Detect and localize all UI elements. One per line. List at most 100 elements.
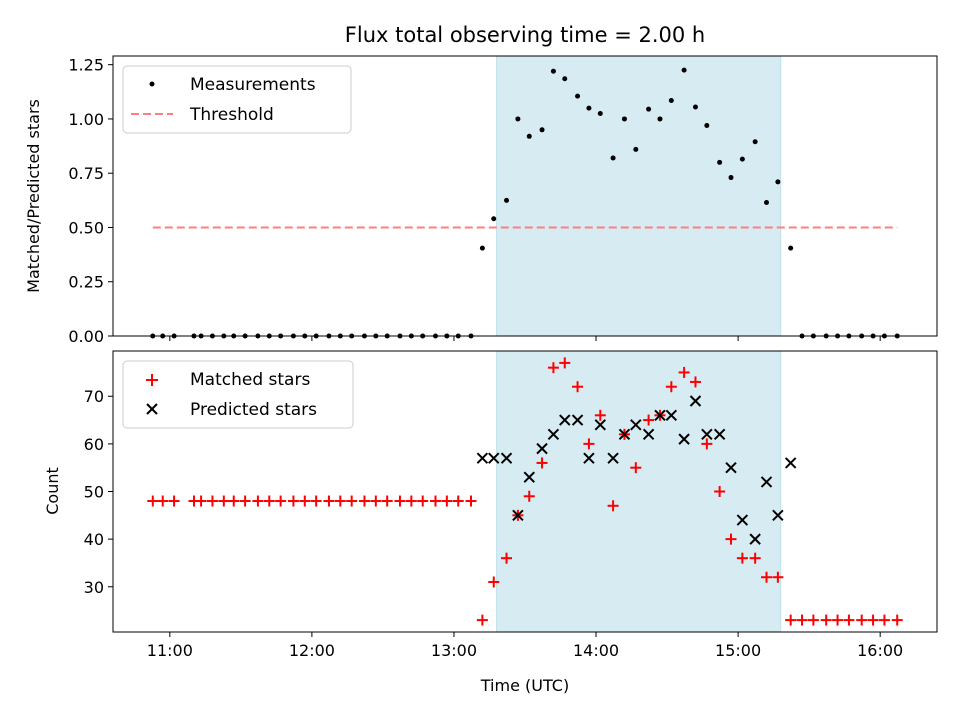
predicted-star-point <box>488 452 500 464</box>
predicted-star-point <box>618 428 631 441</box>
measurement-point <box>704 122 710 128</box>
top-panel: 0.00 0.25 0.50 0.75 1.00 1.25 Matched/Predict… <box>24 55 938 346</box>
measurement-point <box>646 106 652 112</box>
y-tick-label: 60 <box>84 435 104 454</box>
predicted-star-point <box>559 414 571 426</box>
legend-measurements-label: Measurements <box>190 75 316 95</box>
y-tick-label: 1.25 <box>68 56 104 75</box>
y-tick-label: 0.00 <box>68 327 104 346</box>
matched-star-point <box>807 614 819 626</box>
matched-star-point <box>476 614 488 626</box>
matched-star-point <box>275 495 287 507</box>
bottom-y-axis-label: Count <box>43 467 62 515</box>
matched-star-point <box>736 552 748 564</box>
matched-star-point <box>583 438 595 450</box>
matched-star-point <box>796 614 808 626</box>
matched-star-point <box>725 533 737 545</box>
matched-star-point <box>523 490 535 502</box>
measurement-point <box>539 127 545 133</box>
measurement-point <box>550 68 556 74</box>
matched-star-point <box>370 495 382 507</box>
measurement-point <box>764 200 770 206</box>
matched-star-point <box>206 495 218 507</box>
matched-star-point <box>761 571 773 583</box>
matched-star-point <box>195 495 207 507</box>
x-tick-label: 11:00 <box>147 641 193 660</box>
predicted-star-point <box>571 414 584 426</box>
predicted-stars-points <box>476 395 797 545</box>
matched-star-point <box>334 495 346 507</box>
matched-star-point <box>665 381 677 393</box>
matched-star-point <box>559 357 571 369</box>
measurement-point <box>621 116 627 122</box>
y-tick-label: 0.50 <box>68 218 104 237</box>
measurement-point <box>575 93 581 99</box>
matched-star-point <box>749 552 761 564</box>
matched-star-point <box>168 495 180 507</box>
predicted-star-point <box>512 509 524 522</box>
measurement-point <box>752 139 758 145</box>
predicted-star-point <box>583 452 595 464</box>
matched-star-point <box>228 495 240 507</box>
measurement-point <box>728 175 734 181</box>
matched-star-point <box>252 495 264 507</box>
matched-star-point <box>323 495 335 507</box>
top-axes-frame <box>112 55 938 337</box>
measurement-point <box>504 197 510 203</box>
matched-star-point <box>441 495 453 507</box>
matched-star-point <box>346 495 358 507</box>
predicted-star-point <box>749 533 761 545</box>
measurement-point <box>668 97 674 103</box>
x-tick-label: 13:00 <box>431 641 477 660</box>
predicted-star-point <box>547 428 560 441</box>
matched-star-point <box>689 376 701 388</box>
legend-matched-marker <box>146 374 158 386</box>
predicted-star-point <box>654 409 666 422</box>
matched-star-point <box>643 414 655 426</box>
y-tick-label: 40 <box>84 530 104 549</box>
matched-star-point <box>867 614 879 626</box>
measurement-point <box>717 159 723 165</box>
matched-star-point <box>147 495 159 507</box>
legend-predicted-label: Predicted stars <box>190 400 317 420</box>
y-tick-label: 50 <box>84 483 104 502</box>
x-axis-label: Time (UTC) <box>480 676 569 695</box>
matched-star-point <box>772 571 784 583</box>
matched-star-point <box>405 495 417 507</box>
bottom-y-ticks: 30 40 50 60 70 <box>84 387 113 597</box>
matched-star-point <box>678 366 690 378</box>
matched-star-point <box>218 495 230 507</box>
measurement-point <box>775 179 781 185</box>
measurement-point <box>681 67 687 73</box>
measurement-point <box>657 116 663 122</box>
matched-star-point <box>452 495 464 507</box>
predicted-star-point <box>784 457 797 469</box>
matched-star-point <box>785 614 797 626</box>
measurement-point <box>633 146 639 152</box>
matched-star-point <box>287 495 299 507</box>
matched-star-point <box>358 495 370 507</box>
top-shaded-interval <box>496 55 782 337</box>
measurement-point <box>788 245 794 251</box>
measurement-point <box>692 104 698 110</box>
legend-matched-label: Matched stars <box>190 370 310 390</box>
top-legend-box <box>122 65 352 134</box>
matched-star-point <box>878 614 890 626</box>
predicted-star-point <box>594 419 607 431</box>
predicted-star-point <box>772 509 784 522</box>
matched-star-point <box>310 495 322 507</box>
matched-stars-points <box>147 357 903 626</box>
matched-star-point <box>832 614 844 626</box>
matched-star-point <box>572 381 584 393</box>
matched-star-point <box>630 462 642 474</box>
matched-star-point <box>263 495 275 507</box>
matched-star-point <box>536 457 548 469</box>
matched-star-point <box>714 486 726 497</box>
matched-star-point <box>157 495 169 507</box>
predicted-star-point <box>476 452 489 464</box>
top-x-ticks <box>169 336 881 341</box>
matched-star-point <box>488 576 500 588</box>
y-tick-label: 0.75 <box>68 164 104 183</box>
predicted-star-point <box>630 419 642 431</box>
matched-star-point <box>501 552 513 564</box>
